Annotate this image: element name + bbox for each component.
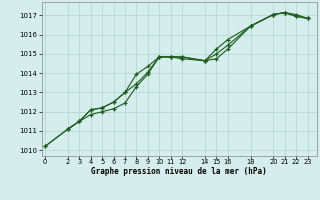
X-axis label: Graphe pression niveau de la mer (hPa): Graphe pression niveau de la mer (hPa): [91, 167, 267, 176]
